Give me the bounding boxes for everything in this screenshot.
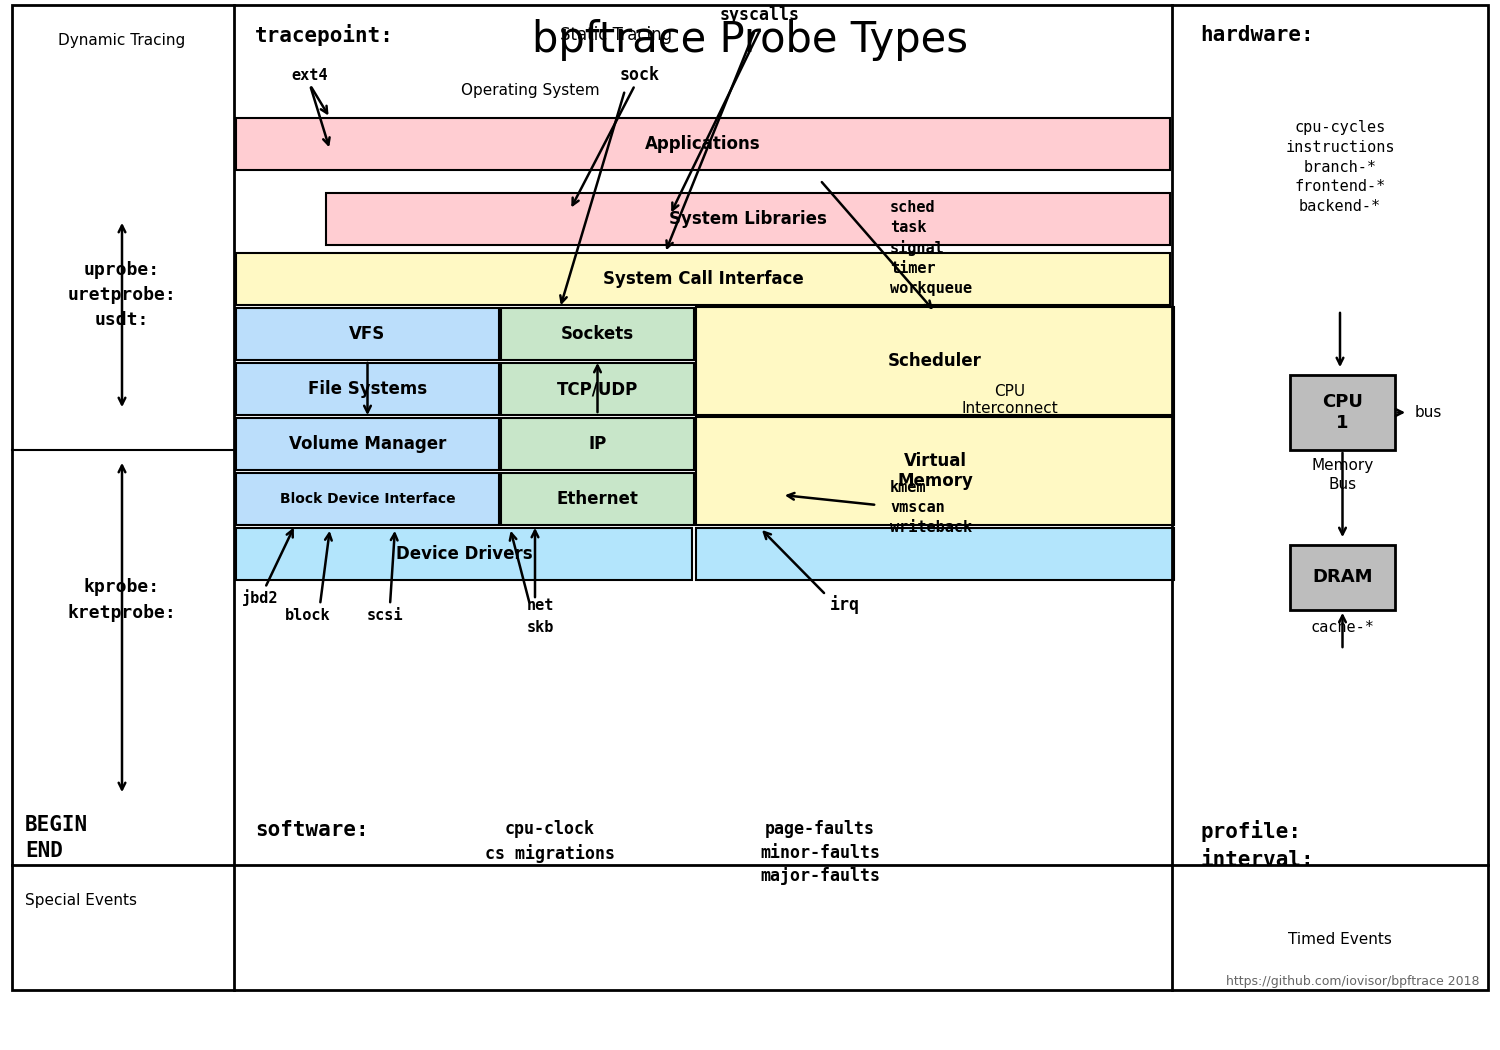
Text: sock: sock bbox=[620, 66, 660, 84]
Text: kprobe:
kretprobe:: kprobe: kretprobe: bbox=[68, 579, 177, 622]
Text: uprobe:
uretprobe:
usdt:: uprobe: uretprobe: usdt: bbox=[68, 261, 177, 329]
Bar bbox=[236, 253, 1170, 304]
Text: IP: IP bbox=[588, 435, 606, 453]
Text: CPU
Interconnect: CPU Interconnect bbox=[962, 384, 1059, 416]
Bar bbox=[501, 308, 694, 360]
Text: cpu-clock
cs migrations: cpu-clock cs migrations bbox=[484, 820, 615, 863]
Text: TCP/UDP: TCP/UDP bbox=[556, 380, 638, 398]
Text: Device Drivers: Device Drivers bbox=[396, 545, 532, 563]
Text: hardware:: hardware: bbox=[1200, 25, 1314, 45]
Text: cpu-cycles
instructions
branch-*
frontend-*
backend-*: cpu-cycles instructions branch-* fronten… bbox=[1286, 120, 1395, 214]
Text: syscalls: syscalls bbox=[720, 6, 800, 24]
Text: Ethernet: Ethernet bbox=[556, 490, 639, 508]
Text: Virtual
Memory: Virtual Memory bbox=[897, 452, 974, 490]
Text: net: net bbox=[526, 597, 554, 612]
Text: Memory
Bus: Memory Bus bbox=[1311, 458, 1374, 491]
Bar bbox=[696, 528, 1174, 580]
Text: System Call Interface: System Call Interface bbox=[603, 270, 804, 288]
Bar bbox=[696, 307, 1174, 415]
Text: Timed Events: Timed Events bbox=[1288, 932, 1392, 947]
Text: Operating System: Operating System bbox=[460, 83, 600, 98]
Text: profile:
interval:: profile: interval: bbox=[1200, 820, 1314, 870]
Text: Applications: Applications bbox=[645, 135, 760, 153]
Text: https://github.com/iovisor/bpftrace 2018: https://github.com/iovisor/bpftrace 2018 bbox=[1227, 975, 1480, 988]
Text: block: block bbox=[285, 608, 332, 623]
Bar bbox=[236, 472, 500, 525]
Text: Special Events: Special Events bbox=[26, 892, 136, 907]
Text: Block Device Interface: Block Device Interface bbox=[279, 492, 456, 506]
Bar bbox=[236, 418, 500, 470]
Bar bbox=[326, 193, 1170, 245]
Text: CPU
1: CPU 1 bbox=[1322, 393, 1364, 432]
Text: Volume Manager: Volume Manager bbox=[290, 435, 446, 453]
Text: bus: bus bbox=[1414, 405, 1443, 420]
Text: tracepoint:: tracepoint: bbox=[255, 24, 394, 46]
Bar bbox=[501, 418, 694, 470]
Bar bbox=[236, 308, 500, 360]
Text: System Libraries: System Libraries bbox=[669, 210, 826, 228]
Bar bbox=[501, 363, 694, 415]
Text: cache-*: cache-* bbox=[1311, 620, 1374, 635]
Text: Static Tracing: Static Tracing bbox=[560, 26, 672, 44]
Text: Dynamic Tracing: Dynamic Tracing bbox=[58, 33, 186, 47]
Text: skb: skb bbox=[526, 621, 554, 635]
Bar bbox=[1290, 375, 1395, 450]
Text: sched
task
signal
timer
workqueue: sched task signal timer workqueue bbox=[890, 200, 972, 296]
Text: kmem
vmscan
writeback: kmem vmscan writeback bbox=[890, 480, 972, 534]
Text: Scheduler: Scheduler bbox=[888, 352, 983, 370]
Text: software:: software: bbox=[255, 820, 369, 840]
Text: BEGIN
END: BEGIN END bbox=[26, 815, 88, 861]
Bar bbox=[501, 472, 694, 525]
Text: bpftrace Probe Types: bpftrace Probe Types bbox=[532, 19, 968, 61]
Bar bbox=[236, 528, 692, 580]
Bar bbox=[696, 417, 1174, 525]
Text: ext4: ext4 bbox=[291, 67, 328, 83]
Text: VFS: VFS bbox=[350, 326, 386, 343]
Text: DRAM: DRAM bbox=[1312, 568, 1372, 587]
Bar bbox=[236, 118, 1170, 170]
Text: irq: irq bbox=[830, 595, 860, 614]
Bar bbox=[1290, 545, 1395, 610]
Text: jbd2: jbd2 bbox=[242, 590, 279, 607]
Text: page-faults
minor-faults
major-faults: page-faults minor-faults major-faults bbox=[760, 820, 880, 885]
Text: File Systems: File Systems bbox=[308, 380, 428, 398]
Bar bbox=[236, 363, 500, 415]
Text: scsi: scsi bbox=[366, 608, 404, 623]
Text: Sockets: Sockets bbox=[561, 326, 634, 343]
